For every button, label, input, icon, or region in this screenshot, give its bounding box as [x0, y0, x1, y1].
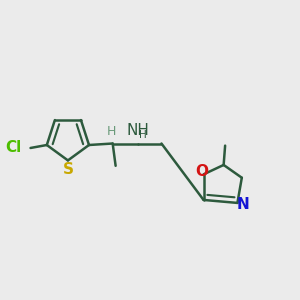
- Text: Cl: Cl: [5, 140, 22, 155]
- Text: H: H: [106, 124, 116, 137]
- Text: NH: NH: [126, 123, 149, 138]
- Text: S: S: [62, 162, 74, 177]
- Text: N: N: [237, 197, 250, 212]
- Text: O: O: [196, 164, 208, 179]
- Text: H: H: [139, 130, 146, 140]
